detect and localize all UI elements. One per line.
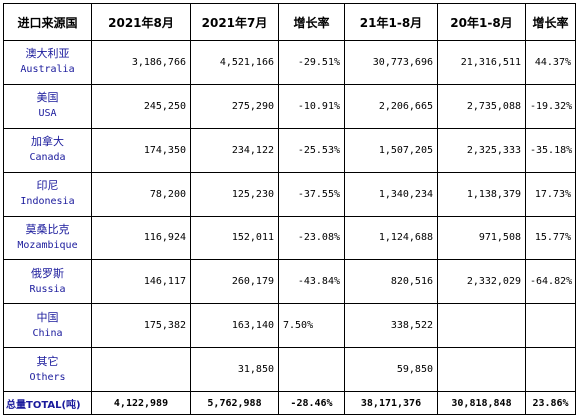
country-name-cn: 印尼 bbox=[36, 179, 59, 193]
country-name-en: China bbox=[32, 327, 63, 339]
value-cell: 7.50% bbox=[278, 303, 345, 349]
country-name-en: Canada bbox=[29, 152, 66, 164]
header-2021-jul: 2021年7月 bbox=[190, 3, 279, 41]
value-cell: 338,522 bbox=[344, 303, 438, 349]
origin-cell: 加拿大 Canada bbox=[3, 127, 92, 173]
value-cell bbox=[525, 347, 576, 392]
value-cell: 44.37% bbox=[525, 40, 576, 85]
value-cell: -29.51% bbox=[278, 40, 345, 85]
value-cell: 1,124,688 bbox=[344, 215, 438, 261]
country-name-cn: 其它 bbox=[36, 354, 59, 368]
value-cell: 260,179 bbox=[190, 259, 279, 305]
country-name-cn: 莫桑比克 bbox=[25, 222, 70, 236]
total-value-cell: 4,122,989 bbox=[91, 391, 191, 415]
country-name-en: Australia bbox=[20, 64, 75, 76]
value-cell: -25.53% bbox=[278, 127, 345, 173]
table-row: 中国 China 175,382 163,140 7.50% 338,522 bbox=[3, 303, 576, 349]
value-cell: 15.77% bbox=[525, 215, 576, 261]
value-cell: 146,117 bbox=[91, 259, 191, 305]
origin-cell: 俄罗斯 Russia bbox=[3, 259, 92, 305]
value-cell: 163,140 bbox=[190, 303, 279, 349]
header-mom-growth: 增长率 bbox=[278, 3, 345, 41]
import-data-table: 进口来源国 2021年8月 2021年7月 增长率 21年1-8月 20年1-8… bbox=[3, 3, 576, 415]
total-value-cell: 30,818,848 bbox=[437, 391, 526, 415]
value-cell: 125,230 bbox=[190, 171, 279, 217]
total-value-cell: 5,762,988 bbox=[190, 391, 279, 415]
value-cell: 30,773,696 bbox=[344, 40, 438, 85]
value-cell: -19.32% bbox=[525, 83, 576, 129]
value-cell: -10.91% bbox=[278, 83, 345, 129]
country-name-en: Russia bbox=[29, 283, 66, 295]
value-cell: 2,206,665 bbox=[344, 83, 438, 129]
table-row: 美国 USA 245,250 275,290 -10.91% 2,206,665 … bbox=[3, 83, 576, 129]
total-value-cell: 38,171,376 bbox=[344, 391, 438, 415]
country-name-en: Mozambique bbox=[17, 239, 78, 251]
value-cell bbox=[437, 303, 526, 349]
value-cell bbox=[437, 347, 526, 392]
value-cell: 3,186,766 bbox=[91, 40, 191, 85]
value-cell bbox=[525, 303, 576, 349]
header-row: 进口来源国 2021年8月 2021年7月 增长率 21年1-8月 20年1-8… bbox=[3, 3, 576, 41]
value-cell: -37.55% bbox=[278, 171, 345, 217]
value-cell: 17.73% bbox=[525, 171, 576, 217]
header-20-jan-aug: 20年1-8月 bbox=[437, 3, 526, 41]
origin-cell: 印尼 Indonesia bbox=[3, 171, 92, 217]
header-origin-country: 进口来源国 bbox=[3, 3, 92, 41]
value-cell: -35.18% bbox=[525, 127, 576, 173]
origin-cell: 澳大利亚 Australia bbox=[3, 40, 92, 85]
value-cell bbox=[91, 347, 191, 392]
value-cell: 245,250 bbox=[91, 83, 191, 129]
value-cell: 31,850 bbox=[190, 347, 279, 392]
value-cell: 2,735,088 bbox=[437, 83, 526, 129]
country-name-en: Others bbox=[29, 371, 66, 383]
value-cell: 1,507,205 bbox=[344, 127, 438, 173]
table-row: 澳大利亚 Australia 3,186,766 4,521,166 -29.51… bbox=[3, 40, 576, 85]
value-cell: 275,290 bbox=[190, 83, 279, 129]
country-name-en: USA bbox=[38, 108, 57, 120]
value-cell bbox=[278, 347, 345, 392]
header-21-jan-aug: 21年1-8月 bbox=[344, 3, 438, 41]
value-cell: 174,350 bbox=[91, 127, 191, 173]
total-label: 总量TOTAL(吨) bbox=[3, 391, 92, 415]
country-name-cn: 美国 bbox=[36, 91, 59, 105]
origin-cell: 莫桑比克 Mozambique bbox=[3, 215, 92, 261]
value-cell: -64.82% bbox=[525, 259, 576, 305]
origin-cell: 中国 China bbox=[3, 303, 92, 349]
total-value-cell: -28.46% bbox=[278, 391, 345, 415]
country-name-cn: 加拿大 bbox=[31, 135, 64, 149]
value-cell: -43.84% bbox=[278, 259, 345, 305]
value-cell: 59,850 bbox=[344, 347, 438, 392]
country-name-cn: 中国 bbox=[36, 310, 59, 324]
value-cell: -23.08% bbox=[278, 215, 345, 261]
value-cell: 175,382 bbox=[91, 303, 191, 349]
country-name-en: Indonesia bbox=[20, 196, 75, 208]
value-cell: 116,924 bbox=[91, 215, 191, 261]
value-cell: 820,516 bbox=[344, 259, 438, 305]
total-row: 总量TOTAL(吨) 4,122,989 5,762,988 -28.46% 3… bbox=[3, 391, 576, 415]
table-row: 加拿大 Canada 174,350 234,122 -25.53% 1,507,… bbox=[3, 127, 576, 173]
table-row: 俄罗斯 Russia 146,117 260,179 -43.84% 820,51… bbox=[3, 259, 576, 305]
value-cell: 234,122 bbox=[190, 127, 279, 173]
country-name-cn: 澳大利亚 bbox=[25, 47, 70, 61]
value-cell: 2,332,029 bbox=[437, 259, 526, 305]
table-row: 莫桑比克 Mozambique 116,924 152,011 -23.08% 1… bbox=[3, 215, 576, 261]
value-cell: 4,521,166 bbox=[190, 40, 279, 85]
total-value-cell: 23.86% bbox=[525, 391, 576, 415]
country-name-cn: 俄罗斯 bbox=[31, 266, 64, 280]
value-cell: 2,325,333 bbox=[437, 127, 526, 173]
origin-cell: 其它 Others bbox=[3, 347, 92, 392]
value-cell: 152,011 bbox=[190, 215, 279, 261]
origin-cell: 美国 USA bbox=[3, 83, 92, 129]
value-cell: 21,316,511 bbox=[437, 40, 526, 85]
value-cell: 971,508 bbox=[437, 215, 526, 261]
header-2021-aug: 2021年8月 bbox=[91, 3, 191, 41]
header-yoy-growth: 增长率 bbox=[525, 3, 576, 41]
value-cell: 1,138,379 bbox=[437, 171, 526, 217]
value-cell: 1,340,234 bbox=[344, 171, 438, 217]
table-row: 其它 Others 31,850 59,850 bbox=[3, 347, 576, 392]
table-row: 印尼 Indonesia 78,200 125,230 -37.55% 1,340… bbox=[3, 171, 576, 217]
value-cell: 78,200 bbox=[91, 171, 191, 217]
